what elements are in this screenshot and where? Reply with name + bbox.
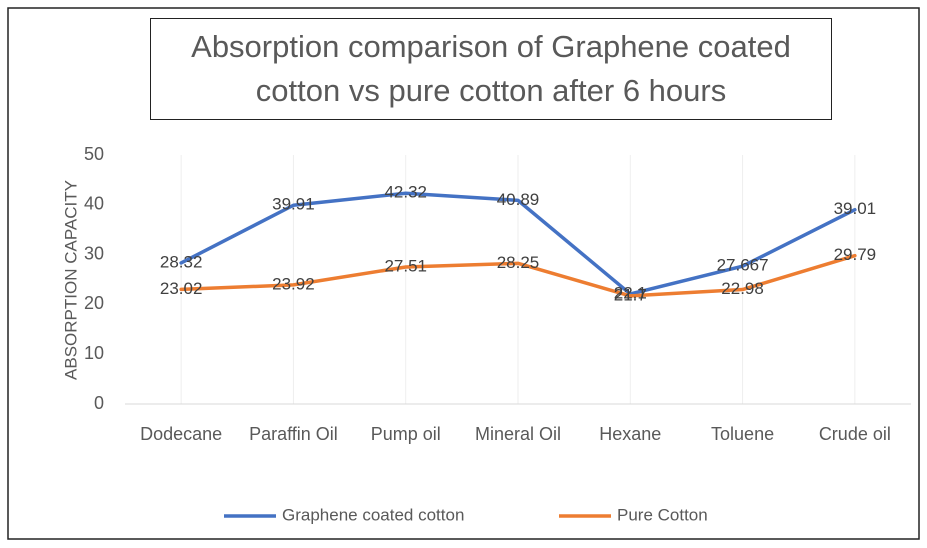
- x-tick-label: Toluene: [711, 424, 775, 444]
- x-tick-label: Mineral Oil: [474, 424, 562, 444]
- y-tick-label: 30: [84, 243, 104, 263]
- y-axis-label: ABSORPTION CAPACITY: [61, 180, 80, 380]
- data-label: 23.92: [272, 274, 315, 293]
- data-label: 40.89: [497, 190, 540, 209]
- x-tick-label: Hexane: [599, 424, 662, 444]
- series-line: [179, 253, 857, 298]
- y-tick-label: 10: [84, 343, 104, 363]
- legend-label: Graphene coated cotton: [282, 505, 464, 524]
- data-label: 29.79: [834, 245, 877, 264]
- data-label: 39.01: [834, 199, 877, 218]
- chart-title: Absorption comparison of Graphene coated…: [150, 18, 832, 120]
- legend-label: Pure Cotton: [617, 505, 708, 524]
- data-label: 28.25: [497, 253, 540, 272]
- data-label: 42.32: [384, 183, 427, 202]
- y-tick-label: 40: [84, 194, 104, 214]
- data-label: 28.32: [160, 252, 203, 271]
- data-label: 27.667: [717, 256, 769, 275]
- chart-frame: [7, 7, 920, 540]
- y-tick-label: 0: [94, 393, 104, 413]
- data-label: 39.91: [272, 195, 315, 214]
- x-tick-label: Crude oil: [818, 424, 891, 444]
- x-tick-label: Pump oil: [370, 424, 441, 444]
- series-line: [179, 191, 857, 296]
- x-tick-label: Paraffin Oil: [249, 424, 338, 444]
- data-label: 23.02: [160, 279, 203, 298]
- data-label: 21.7: [614, 285, 647, 304]
- data-label: 22.98: [721, 279, 764, 298]
- x-tick-label: Dodecane: [140, 424, 223, 444]
- data-label: 22.1: [614, 283, 647, 302]
- y-tick-label: 50: [84, 144, 104, 164]
- y-tick-label: 20: [84, 293, 104, 313]
- data-label: 27.51: [384, 256, 427, 275]
